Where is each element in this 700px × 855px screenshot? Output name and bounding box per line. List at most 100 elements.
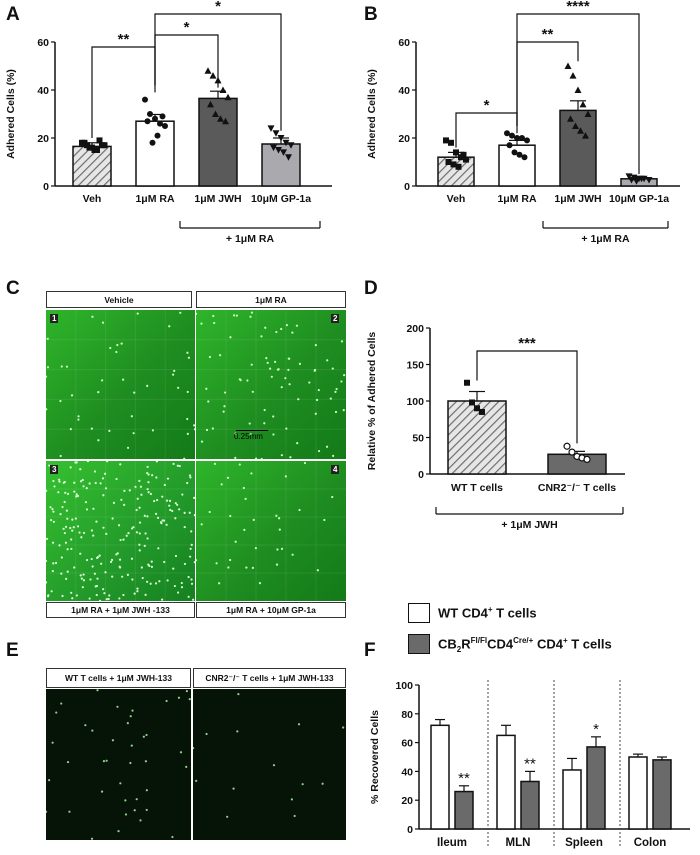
micrograph-c1: [46, 310, 195, 459]
cell-dot: [180, 586, 184, 589]
data-point: [455, 163, 462, 170]
cell-dot: [100, 790, 104, 793]
cell-dot: [224, 391, 227, 394]
cell-dot: [110, 558, 114, 561]
cell-dot: [144, 760, 147, 763]
data-point: [479, 408, 485, 415]
x-tick-label: Veh: [447, 193, 466, 205]
cell-dot: [223, 405, 226, 408]
data-point: [270, 144, 277, 152]
cell-dot: [63, 480, 66, 484]
cell-dot: [334, 390, 337, 393]
data-point: [511, 149, 518, 156]
cell-dot: [265, 357, 268, 360]
quad-number-2: 2: [331, 314, 340, 323]
cell-dot: [90, 529, 94, 532]
cell-dot: [46, 489, 48, 492]
legend-swatch-ko: [408, 634, 430, 654]
cell-dot: [288, 383, 291, 386]
y-tick-label: 20: [398, 133, 410, 145]
cell-dot: [272, 433, 275, 436]
cell-dot: [168, 504, 171, 507]
cell-dot: [62, 527, 65, 530]
cell-dot: [99, 482, 102, 485]
cell-dot: [138, 479, 141, 482]
cell-dot: [138, 549, 141, 552]
cell-dot: [285, 427, 288, 430]
cell-dot: [178, 464, 181, 468]
cell-dot: [73, 481, 76, 484]
y-tick-label: 60: [401, 738, 413, 750]
data-point: [204, 67, 212, 74]
x-tick-label: Veh: [83, 193, 102, 205]
cell-dot: [147, 491, 150, 494]
cell-dot: [234, 540, 237, 543]
cell-dot: [60, 572, 63, 575]
y-axis-label: % Recovered Cells: [369, 710, 381, 804]
cell-dot: [80, 536, 83, 539]
cell-dot: [277, 368, 280, 371]
cell-dot: [334, 410, 338, 414]
data-point: [287, 142, 295, 149]
cell-dot: [168, 499, 172, 502]
cell-dot: [190, 543, 193, 546]
cell-dot: [250, 311, 254, 314]
cell-dot: [66, 492, 70, 495]
cell-dot: [46, 408, 48, 411]
cell-dot: [71, 597, 74, 600]
data-point: [569, 72, 577, 79]
cell-dot: [103, 592, 106, 595]
cell-dot: [131, 709, 134, 712]
cell-dot: [331, 495, 334, 499]
cell-dot: [97, 439, 100, 442]
cell-dot: [116, 705, 119, 708]
cell-dot: [161, 598, 164, 601]
cell-dot: [298, 362, 302, 365]
cell-dot: [136, 587, 139, 590]
cell-dot: [52, 520, 55, 523]
cell-dot: [126, 446, 130, 449]
cell-dot: [190, 578, 193, 581]
cell-dot: [243, 528, 246, 531]
cell-dot: [52, 562, 55, 565]
cell-dot: [141, 576, 144, 580]
cell-dot: [146, 537, 149, 540]
cell-dot: [343, 374, 346, 377]
x-tick-label: Spleen: [565, 837, 603, 849]
data-point: [162, 123, 168, 129]
panel-letter-b: B: [364, 4, 378, 25]
cell-dot: [54, 561, 58, 565]
cell-dot: [133, 592, 136, 595]
cell-dot: [69, 526, 72, 530]
cell-dot: [88, 482, 91, 485]
cell-dot: [284, 377, 287, 380]
cell-dot: [297, 398, 300, 401]
cell-dot: [112, 501, 116, 504]
data-point: [101, 142, 108, 149]
cell-dot: [70, 591, 73, 594]
cell-dot: [165, 523, 168, 526]
cell-dot: [69, 428, 72, 431]
cell-dot: [287, 357, 290, 360]
cell-dot: [200, 322, 203, 325]
quad-number-3: 3: [50, 465, 59, 474]
cell-dot: [229, 558, 232, 562]
cell-dot: [66, 548, 69, 551]
data-point: [157, 120, 163, 127]
x-tick-label: MLN: [506, 837, 531, 849]
cell-dot: [301, 783, 304, 786]
micrograph-e1: [46, 689, 191, 840]
cell-dot: [296, 441, 299, 445]
cell-dot: [149, 492, 153, 496]
data-point: [272, 130, 280, 137]
y-axis-label: Relative % of Adhered Cells: [366, 332, 378, 471]
cell-dot: [146, 515, 149, 518]
data-point: [574, 86, 582, 93]
cell-dot: [115, 477, 118, 481]
cell-dot: [46, 537, 49, 540]
cell-dot: [76, 525, 80, 528]
cell-dot: [49, 506, 52, 509]
cell-dot: [188, 511, 191, 514]
cell-dot: [71, 518, 74, 521]
cell-dot: [171, 835, 174, 839]
